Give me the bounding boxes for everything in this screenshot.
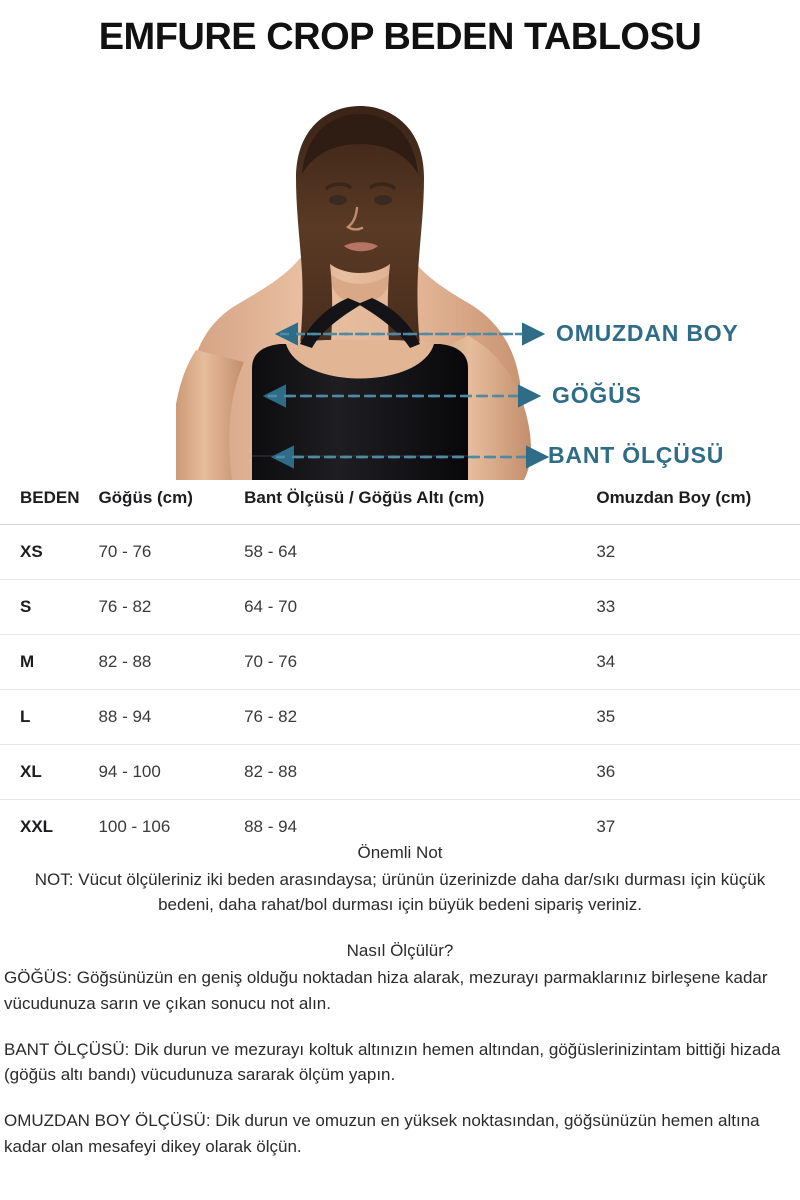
cell-beden: XL <box>0 744 99 800</box>
cell-gogus: 70 - 76 <box>98 524 245 580</box>
cell-gogus: 94 - 100 <box>98 744 245 800</box>
column-header-omuzdan-boy: Omuzdan Boy (cm) <box>574 484 800 525</box>
how-to-measure-heading: Nasıl Ölçülür? <box>346 940 454 960</box>
table-row: XS 70 - 76 58 - 64 32 <box>0 524 800 580</box>
cell-bant: 82 - 88 <box>244 744 575 800</box>
table-row: L 88 - 94 76 - 82 35 <box>0 689 800 745</box>
column-header-beden: BEDEN <box>0 484 99 525</box>
cell-bant: 76 - 82 <box>244 689 575 745</box>
size-table-body: XS 70 - 76 58 - 64 32 S 76 - 82 64 - 70 … <box>0 524 800 855</box>
cell-omuzdan-boy: 34 <box>574 634 800 690</box>
important-note-text: NOT: Vücut ölçüleriniz iki beden arasınd… <box>34 869 766 915</box>
cell-beden: S <box>0 579 99 635</box>
model-illustration <box>0 100 800 480</box>
cell-gogus: 88 - 94 <box>98 689 245 745</box>
column-header-bant-olcusu: Bant Ölçüsü / Göğüs Altı (cm) <box>244 484 575 525</box>
cell-gogus: 100 - 106 <box>98 817 171 836</box>
table-row: S 76 - 82 64 - 70 33 <box>0 579 800 635</box>
model-photo <box>0 100 800 480</box>
important-note-heading: Önemli Not <box>357 843 443 862</box>
cell-omuzdan-boy: 36 <box>574 744 800 800</box>
cell-gogus: 82 - 88 <box>98 634 245 690</box>
page-title: EMFURE CROP BEDEN TABLOSU <box>98 16 702 58</box>
cell-bant: 70 - 76 <box>244 634 575 690</box>
measure-gogus-text: GÖĞÜS: Göğsünüzün en geniş olduğu noktad… <box>4 967 768 1013</box>
cell-bant: 58 - 64 <box>244 524 575 580</box>
measure-bant-text: BANT ÖLÇÜSÜ: Dik durun ve mezurayı koltu… <box>4 1039 781 1085</box>
cell-beden: L <box>0 689 99 745</box>
annotation-label-omuzdan-boy: OMUZDAN BOY <box>556 320 739 346</box>
table-row: XL 94 - 100 82 - 88 36 <box>0 744 800 800</box>
size-table-head: BEDEN Göğüs (cm) Bant Ölçüsü / Göğüs Alt… <box>0 484 800 525</box>
cell-omuzdan-boy: 37 <box>596 817 616 836</box>
table-row: XXL 100 - 106 88 - 94 37 <box>0 800 800 855</box>
cell-bant: 88 - 94 <box>244 817 298 836</box>
measure-omuzdan-boy-text: OMUZDAN BOY ÖLÇÜSÜ: Dik durun ve omuzun … <box>4 1111 760 1157</box>
cell-bant: 64 - 70 <box>244 579 575 635</box>
cell-beden: XS <box>0 524 99 580</box>
cell-beden: XXL <box>20 817 54 836</box>
table-header-row: BEDEN Göğüs (cm) Bant Ölçüsü / Göğüs Alt… <box>0 484 800 525</box>
cell-beden: M <box>0 634 99 690</box>
cell-gogus: 76 - 82 <box>98 579 245 635</box>
cell-omuzdan-boy: 32 <box>574 524 800 580</box>
column-header-gogus: Göğüs (cm) <box>98 484 245 525</box>
cell-omuzdan-boy: 33 <box>574 579 800 635</box>
annotation-label-gogus: GÖĞÜS <box>552 382 642 408</box>
cell-omuzdan-boy: 35 <box>574 689 800 745</box>
size-table: BEDEN Göğüs (cm) Bant Ölçüsü / Göğüs Alt… <box>0 484 800 854</box>
table-row: M 82 - 88 70 - 76 34 <box>0 634 800 690</box>
annotation-label-bant-olcusu: BANT ÖLÇÜSÜ <box>548 442 725 468</box>
notes-section: Önemli Not NOT: Vücut ölçüleriniz iki be… <box>0 842 800 1160</box>
